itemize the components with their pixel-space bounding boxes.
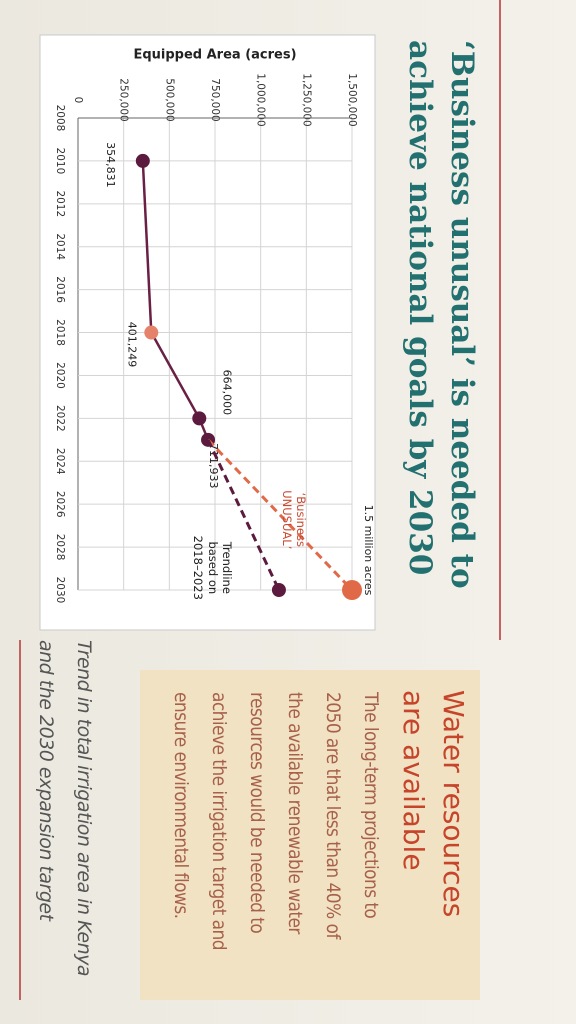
data-label: 664,000 <box>220 370 233 416</box>
title: achieve national goals by 2030 <box>402 40 438 576</box>
x-tick-label: 2030 <box>54 577 66 604</box>
y-tick-label: 500,000 <box>163 78 175 121</box>
info-box <box>140 670 480 1000</box>
x-tick-label: 2024 <box>54 448 66 475</box>
series-label: ‘Business UNUSUAL’ <box>279 490 308 550</box>
x-tick-label: 2014 <box>54 233 66 260</box>
x-tick-label: 2026 <box>54 491 66 518</box>
box-title: are available <box>397 690 430 871</box>
series-line <box>206 438 354 592</box>
box-text: ensure environmental flows. <box>170 692 192 919</box>
data-label: 1.5 million acres <box>362 505 375 596</box>
x-tick-label: 2022 <box>54 405 66 432</box>
x-tick-label: 2008 <box>54 105 66 132</box>
marker <box>144 325 159 340</box>
x-tick-label: 2020 <box>54 362 66 389</box>
box-text: The long-term projections to <box>360 692 382 919</box>
box-text: the available renewable water <box>284 692 306 934</box>
x-tick-label: 2012 <box>54 190 66 217</box>
y-axis-label: Equipped Area (acres) <box>133 48 296 63</box>
box-text: resources would be needed to <box>246 692 268 934</box>
box-text: 2050 are that less than 40% of <box>322 692 344 939</box>
series-label: Trendline based on 2018–2023 <box>191 535 234 600</box>
x-tick-label: 2010 <box>54 148 66 175</box>
marker <box>342 580 362 600</box>
y-tick-label: 1,000,000 <box>255 73 267 126</box>
data-label: 354,831 <box>104 142 117 188</box>
box-title: Water resources <box>437 690 470 918</box>
data-label: 711,933 <box>207 443 220 489</box>
y-tick-label: 1,250,000 <box>300 73 312 126</box>
caption: Trend in total irrigation area in Kenya <box>73 640 95 977</box>
marker <box>135 153 150 168</box>
marker <box>271 583 286 597</box>
caption: and the 2030 expansion target <box>35 640 57 921</box>
data-label: 401,249 <box>125 322 138 368</box>
marker <box>192 411 207 426</box>
series-line <box>141 160 210 441</box>
box-text: achieve the irrigation target and <box>208 692 230 950</box>
y-tick-label: 250,000 <box>118 78 130 121</box>
x-tick-label: 2016 <box>54 276 66 303</box>
y-tick-label: 0 <box>72 97 84 104</box>
y-tick-label: 1,500,000 <box>346 73 358 126</box>
series-line <box>206 439 281 591</box>
title: ‘Business unusual’ is needed to <box>444 40 480 589</box>
x-tick-label: 2028 <box>54 534 66 561</box>
y-tick-label: 750,000 <box>209 78 221 121</box>
x-tick-label: 2018 <box>54 319 66 346</box>
